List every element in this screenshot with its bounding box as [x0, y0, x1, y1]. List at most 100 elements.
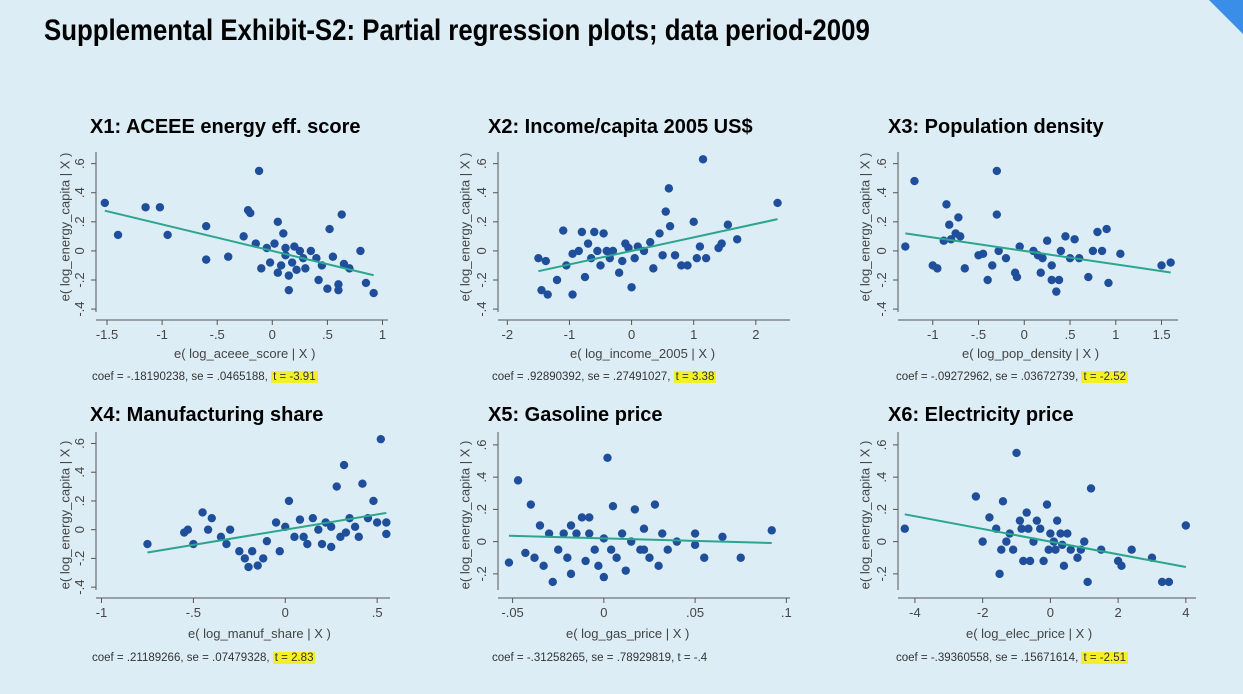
data-point: [617, 529, 627, 538]
data-point: [240, 554, 250, 563]
data-point: [257, 264, 266, 273]
panel-x4: X4: Manufacturing share e( log_energy_ca…: [58, 400, 460, 690]
y-tick-label: .4: [474, 187, 489, 198]
data-point: [732, 235, 742, 244]
data-point: [198, 508, 207, 517]
data-point: [276, 261, 286, 270]
regression-stats: coef = -.09272962, se = .03672739, t = -…: [896, 371, 1128, 383]
data-point: [692, 253, 702, 263]
data-point: [382, 518, 391, 527]
data-point: [224, 252, 233, 261]
x-tick-label: -2: [977, 605, 989, 620]
data-point: [376, 434, 386, 444]
y-tick-label: 0: [72, 247, 87, 254]
data-point: [295, 515, 305, 524]
data-point: [325, 224, 334, 234]
y-tick-label: -.2: [72, 551, 87, 566]
panel-title: X4: Manufacturing share: [90, 404, 324, 426]
data-point: [1157, 261, 1166, 270]
regression-stats: coef = .92890392, se = .27491027, t = 3.…: [492, 371, 717, 383]
data-point: [901, 242, 910, 251]
y-tick-label: -.4: [474, 302, 489, 317]
data-point: [655, 229, 664, 238]
y-tick-label: 0: [874, 538, 889, 545]
data-point: [216, 532, 226, 542]
data-point: [1056, 246, 1066, 256]
data-point: [581, 556, 590, 566]
x-tick-label: -1.5: [96, 327, 118, 342]
x-tick-label: 2: [1114, 605, 1121, 620]
data-point: [654, 561, 663, 571]
scatter-plot: -.4 -.2 0 .2 .4 .6 -2 -1 0 1 2: [474, 152, 790, 342]
data-point: [1019, 556, 1028, 566]
x-tick-label: 0: [269, 327, 276, 342]
x-tick-label: 0: [282, 605, 289, 620]
t-stat: t = -2.51: [1081, 652, 1128, 664]
data-point: [1047, 261, 1056, 270]
data-point: [1084, 272, 1093, 282]
x-axis-label: e( log_aceee_score | X ): [174, 346, 316, 361]
data-point: [978, 537, 987, 546]
data-point: [583, 239, 593, 248]
data-point: [350, 522, 360, 531]
t-value: -2.52: [1099, 371, 1126, 383]
x-tick-label: -.05: [501, 605, 523, 620]
data-point: [580, 272, 590, 282]
data-point: [942, 200, 951, 209]
data-point: [534, 253, 543, 263]
data-point: [295, 246, 305, 256]
data-point: [271, 518, 281, 527]
data-point: [1012, 448, 1021, 458]
data-point: [143, 539, 152, 549]
data-point: [369, 496, 378, 506]
data-point: [1025, 556, 1035, 566]
data-point: [299, 532, 308, 542]
data-point: [773, 198, 782, 208]
data-point: [327, 522, 336, 531]
y-tick-label: -.2: [874, 566, 889, 581]
scatter-plot: -.2 0 .2 .4 .6 -4 -2 0 2 4: [874, 432, 1196, 620]
y-tick-label: -.2: [474, 566, 489, 581]
data-point: [603, 453, 612, 462]
data-point: [1117, 561, 1126, 571]
regression-stats: coef = .21189266, se = .07479328, t = 2.…: [92, 652, 316, 664]
t-stat: t = 3.38: [673, 371, 717, 383]
data-point: [354, 532, 363, 542]
data-point: [639, 524, 649, 533]
t-stat: t = -3.91: [271, 371, 318, 383]
data-point: [254, 166, 264, 176]
data-point: [665, 221, 675, 231]
data-point: [646, 237, 655, 247]
y-tick-label: .6: [72, 158, 87, 169]
se-value: .07479328: [212, 652, 267, 664]
x-tick-label: .05: [686, 605, 704, 620]
data-point: [270, 239, 279, 248]
data-point: [253, 561, 262, 570]
data-point: [183, 525, 193, 534]
data-point: [1052, 516, 1062, 525]
data-point: [1008, 545, 1018, 554]
y-tick-label: .2: [72, 496, 87, 507]
data-point: [328, 252, 338, 261]
data-point: [225, 525, 235, 534]
data-point: [683, 261, 692, 270]
data-point: [602, 246, 611, 256]
data-point: [1083, 577, 1092, 587]
data-point: [292, 265, 301, 275]
data-point: [113, 230, 123, 240]
y-tick-label: .6: [874, 158, 889, 169]
data-point: [1042, 236, 1052, 245]
x-tick-label: -.5: [971, 327, 986, 342]
data-point: [554, 545, 563, 554]
coef-value: .21189266: [126, 652, 181, 664]
x-tick-label: -1: [96, 605, 108, 620]
data-point: [566, 569, 576, 579]
x-tick-label: 2: [752, 327, 759, 342]
data-point: [608, 501, 618, 511]
data-point: [290, 532, 299, 542]
data-point: [717, 239, 726, 248]
t-value: -2.51: [1099, 652, 1126, 664]
se-value: .27491027: [612, 371, 668, 383]
y-tick-label: .2: [874, 216, 889, 227]
x-tick-label: -1: [156, 327, 168, 342]
